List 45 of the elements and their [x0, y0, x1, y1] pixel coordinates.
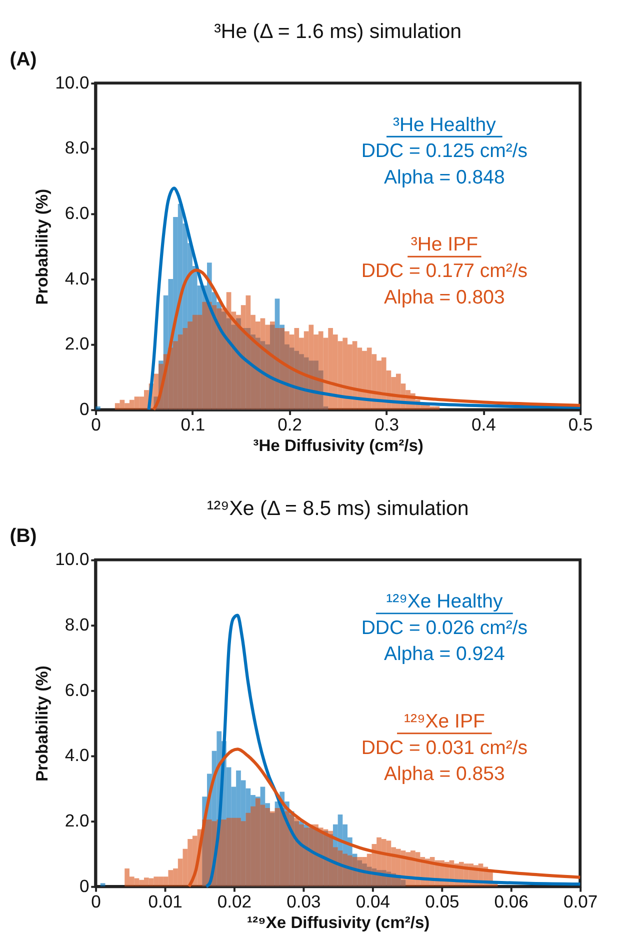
x-tick-label: 0.06	[494, 891, 528, 912]
x-tick-label: 0.3	[374, 414, 399, 435]
x-tick-label: 0.02	[217, 891, 252, 912]
annotation: DDC = 0.177 cm²/s	[361, 260, 528, 282]
text: (B)	[10, 525, 37, 548]
annotation: Alpha = 0.803	[384, 286, 505, 308]
text: ³He IPF	[410, 234, 478, 256]
x-axis-title: ³He Diffusivity (cm²/s)	[253, 436, 424, 456]
annotation: Alpha = 0.924	[384, 643, 505, 666]
x-tick-label: 0.4	[471, 414, 496, 435]
x-tick-label: 0.1	[180, 414, 206, 435]
y-axis-title: Probability (%)	[32, 188, 52, 305]
x-tick-label: 0.2	[278, 414, 302, 435]
y-tick-label: 4.0	[64, 745, 90, 766]
y-tick-label: 6.0	[64, 680, 90, 700]
annotation: Alpha = 0.853	[384, 763, 505, 786]
annotation: DDC = 0.031 cm²/s	[361, 736, 528, 759]
y-tick-label: 8.0	[64, 138, 90, 158]
text: ³He Healthy	[392, 114, 496, 136]
annotation: DDC = 0.026 cm²/s	[361, 616, 528, 639]
x-tick-label: 0.5	[568, 414, 594, 435]
y-tick-label: 8.0	[64, 614, 90, 634]
x-tick-label: 0.04	[356, 891, 390, 912]
text: ¹²⁹Xe IPF	[404, 710, 485, 732]
y-tick-label: 2.0	[64, 334, 90, 354]
x-tick-label: 0.03	[286, 891, 321, 912]
y-axis-title: Probability (%)	[32, 666, 52, 782]
annotation: DDC = 0.125 cm²/s	[361, 140, 528, 162]
text: ¹²⁹Xe Healthy	[386, 590, 503, 613]
y-tick-label: 4.0	[64, 268, 90, 288]
text: (A)	[10, 48, 37, 70]
x-tick-label: 0.05	[425, 891, 460, 912]
y-tick-label: 2.0	[64, 810, 90, 830]
y-tick-label: 10.0	[55, 72, 90, 92]
annotation: Alpha = 0.848	[384, 166, 505, 188]
line-series	[204, 614, 582, 888]
y-tick-label: 0	[79, 876, 90, 896]
y-tick-label: 10.0	[55, 549, 90, 570]
chart-title: ¹²⁹Xe (Δ = 8.5 ms) simulation	[206, 496, 469, 520]
y-tick-label: 6.0	[64, 203, 90, 224]
chart-title: ³He (Δ = 1.6 ms) simulation	[214, 20, 462, 44]
x-tick-label: 0.07	[564, 891, 598, 912]
y-tick-label: 0	[79, 399, 90, 420]
x-axis-title: ¹²⁹Xe Diffusivity (cm²/s)	[246, 912, 430, 932]
x-tick-label: 0.01	[148, 891, 182, 912]
